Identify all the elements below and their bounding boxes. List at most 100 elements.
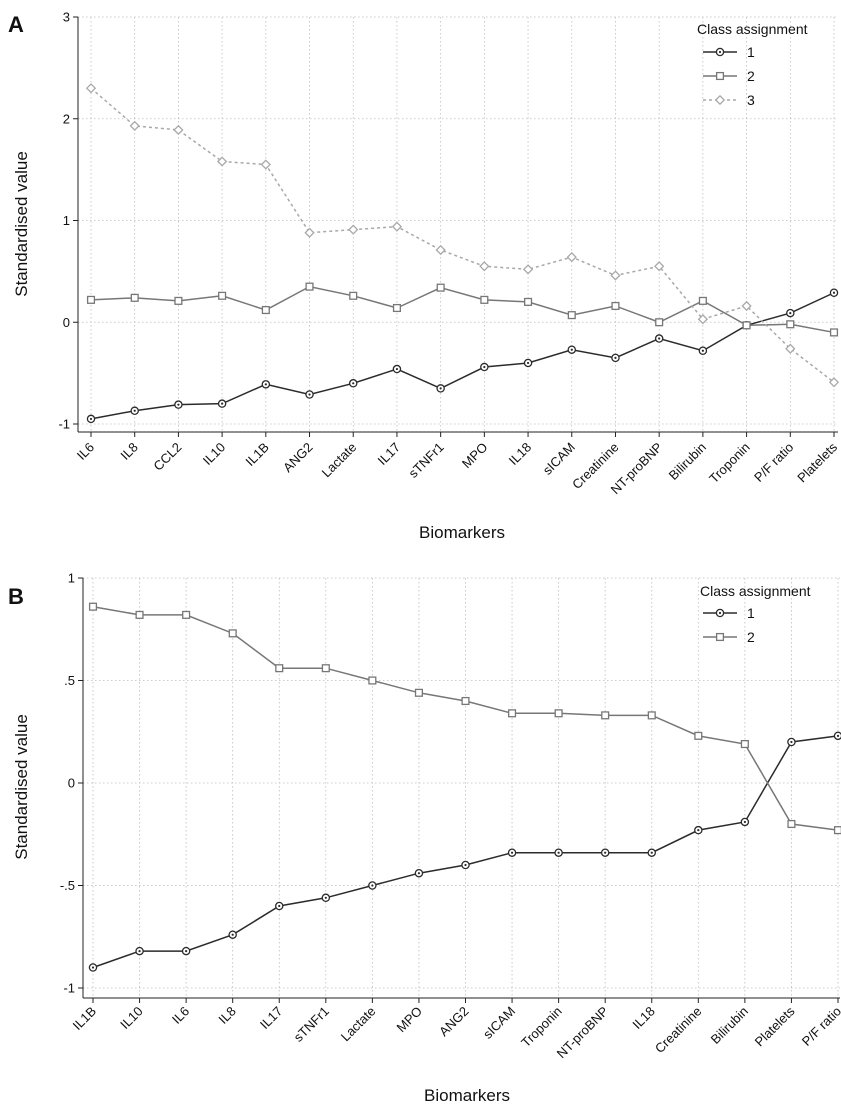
panel-a-x-tick-label-platelets: Platelets	[794, 439, 840, 485]
panel-b-x-tick-label-p-f-ratio: P/F ratio	[799, 1004, 841, 1049]
panel-b-series-1-point-il8-center	[231, 933, 234, 936]
panel-a-x-ticks: IL6 IL8 CCL2 IL10 IL1B ANG2 Lactate IL17 sTNFr1 M…	[74, 432, 840, 497]
panel-a-x-tick-label-p-f-ratio: P/F ratio	[751, 440, 796, 485]
panel-b-series-2-point-nt-probnp	[601, 711, 610, 720]
panel-b-x-tick-label-bilirubin: Bilirubin	[708, 1004, 751, 1047]
panel-b-x-tick-label-ang2: ANG2	[436, 1004, 472, 1040]
panel-a-series	[85, 83, 840, 424]
panel-b-series-2-point-il17	[275, 664, 284, 673]
panel-a-legend-entry-2: 2	[703, 68, 755, 84]
panel-a-x-tick-label-il17: IL17	[375, 440, 404, 469]
panel-a-letter: A	[8, 12, 24, 37]
panel-b-series-2-point-platelets	[787, 819, 796, 829]
panel-b-series-1-point-sicam-center	[510, 851, 514, 854]
panel-b-series-1-point-lactate-center	[371, 884, 374, 887]
panel-b-series-1-point-platelets-center	[790, 740, 793, 744]
panel-b-x-tick-label-creatinine: Creatinine	[652, 1004, 705, 1057]
panel-a-series-2-point-troponin	[742, 321, 751, 330]
panel-b-legend-label-2: 2	[747, 629, 755, 645]
panel-b-series-2-point-lactate	[368, 676, 377, 685]
panel-a-y-tick-label: 2	[63, 111, 70, 126]
panel-a-series-1-point-il17-center	[395, 367, 399, 371]
panel-b-x-tick-label-sicam: sICAM	[480, 1004, 518, 1042]
panel-b-series-1-point-stnfr1-center	[324, 896, 327, 899]
panel-b-series-1-point-il6-center	[185, 950, 188, 953]
panel-a-series-3-point-mpo	[479, 261, 490, 272]
panel-b-y-tick-label: 0	[68, 776, 75, 791]
panel-a-series-1-point-il6-center	[89, 417, 93, 421]
panel-b-x-tick-label-il17: IL17	[257, 1004, 286, 1033]
panel-b-legend-title: Class assignment	[700, 583, 811, 599]
panel-b-series-2-point-il6	[182, 610, 191, 619]
panel-a-y-ticks: -1 0 1 2 3	[58, 10, 78, 432]
panel-a-legend-marker-3	[714, 94, 726, 106]
panel-b-x-tick-label-il8: IL8	[215, 1004, 238, 1027]
panel-b-x-tick-label-stnfr1: sTNFr1	[291, 1004, 332, 1045]
panel-a-series-2-point-ang2	[305, 282, 314, 291]
panel-a-y-tick-label: 3	[63, 10, 70, 25]
panel-b-series-1-point-bilirubin-center	[743, 820, 746, 824]
panel-b-series-1-point-mpo-center	[417, 872, 421, 875]
panel-b-series-2-point-il18	[647, 711, 656, 720]
panel-a-series-1-line	[90, 292, 835, 420]
panel-a-x-tick-label-mpo: MPO	[459, 440, 491, 472]
panel-a-legend-title: Class assignment	[697, 21, 808, 37]
panel-b-x-axis-title: Biomarkers	[424, 1086, 510, 1105]
panel-a-series-2-point-platelets	[829, 328, 839, 337]
panel-a-series-1-point-il1b-center	[264, 383, 267, 386]
panel-a-legend-marker-2	[715, 71, 725, 81]
panel-a-legend-label-2: 2	[747, 68, 755, 84]
panel-a-y-tick-label: 0	[63, 315, 70, 330]
panel-b-series-1	[88, 731, 841, 972]
panel-b-series-2-point-p-f-ratio	[833, 826, 841, 835]
panel-a-series-3-point-sicam	[566, 252, 577, 263]
panel-b-y-tick-label: 1	[68, 571, 75, 586]
panel-a-series-1-point-il10-center	[221, 402, 224, 405]
panel-a-series-1-point-nt-probnp-center	[658, 337, 661, 340]
panel-a-series-2-point-p-f-ratio	[786, 320, 795, 329]
panel-a-series-1-point-mpo-center	[483, 365, 486, 369]
panel-b-series-1-point-il1b-center	[91, 966, 95, 969]
panel-a-series-1-point-platelets-center	[832, 291, 836, 294]
panel-b-x-tick-label-troponin: Troponin	[518, 1004, 565, 1051]
panel-a-legend-marker-1-center	[718, 50, 722, 54]
panel-a-series-2-point-ccl2	[174, 296, 183, 305]
panel-a-series-2-point-il17	[392, 303, 401, 313]
panel-b-x-tick-label-platelets: Platelets	[752, 1003, 798, 1049]
panel-a-y-tick-label: 1	[63, 213, 70, 228]
panel-a-series-3-point-p-f-ratio	[785, 343, 796, 354]
panel-a-series-3-point-ang2	[304, 227, 315, 238]
panel-b-letter: B	[8, 584, 24, 609]
panel-a-series-3-line	[90, 87, 835, 383]
panel-a-x-tick-label-ang2: ANG2	[280, 440, 316, 476]
panel-a-series-1	[86, 288, 839, 424]
panel-b-series-1-point-nt-probnp-center	[604, 851, 607, 854]
panel-a-series-2-point-il18	[524, 297, 533, 306]
panel-a-x-tick-label-sicam: sICAM	[540, 440, 578, 478]
panel-a-series-1-point-stnfr1-center	[439, 387, 442, 390]
panel-a-gridlines	[78, 16, 838, 432]
panel-b-legend-entry-1: 1	[703, 605, 755, 621]
panel-b-legend-entry-2: 2	[703, 629, 755, 645]
panel-a-legend-entry-1: 1	[703, 44, 755, 60]
panel-a-series-2-point-bilirubin	[698, 296, 707, 305]
panel-b-series-2-point-troponin	[554, 709, 563, 718]
panel-a-series-2-point-il6	[86, 295, 96, 304]
panel-b-series-2-point-mpo	[414, 688, 423, 697]
panel-a-series-3-point-il18	[522, 264, 534, 275]
panel-a-series-2-point-nt-probnp	[655, 318, 664, 327]
panel-a-series-3-point-platelets	[828, 377, 840, 388]
panel-a-x-tick-label-il6: IL6	[74, 440, 97, 463]
panel-b-series-1-point-p-f-ratio-center	[836, 734, 840, 737]
panel-a-series-3-point-lactate	[348, 224, 359, 235]
panel-b-series-2-point-creatinine	[694, 731, 703, 740]
panel-a-series-3-point-nt-probnp	[654, 261, 665, 272]
panel-b-gridlines	[83, 577, 840, 998]
panel-a-x-axis-title: Biomarkers	[419, 523, 505, 542]
panel-a-series-2-point-creatinine	[611, 301, 620, 311]
panel-b-x-tick-label-il1b: IL1B	[70, 1004, 100, 1034]
panel-a-series-3-point-il6	[85, 83, 97, 94]
panel-a-x-tick-label-ccl2: CCL2	[150, 440, 184, 474]
panel-b-x-tick-label-il6: IL6	[169, 1004, 192, 1027]
